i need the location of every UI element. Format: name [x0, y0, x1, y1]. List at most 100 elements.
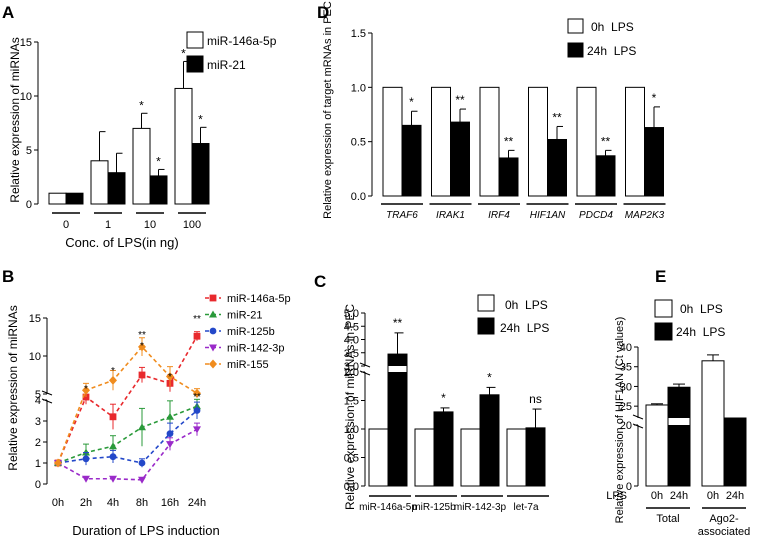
b-series-line	[57, 345, 198, 464]
legend-e-label-0h: 0h LPS	[680, 302, 723, 316]
b-xtick-label: 2h	[80, 497, 92, 509]
b-ytick-label: 1	[35, 458, 41, 470]
e-group-label: Ago2-	[709, 513, 739, 525]
a-sig: *	[156, 154, 161, 168]
b-ytick-label: 3	[35, 416, 41, 428]
c-ytick-label: 5.0	[344, 308, 359, 320]
b-sig: **	[193, 314, 201, 325]
d-category-label: IRAK1	[436, 210, 465, 221]
b-ytick-label: 15	[29, 313, 41, 325]
c-ytick-label: 4.0	[344, 335, 359, 347]
b-marker	[109, 475, 117, 483]
c-bar-break-gap	[388, 366, 407, 372]
d-ytick-label: 0.5	[351, 137, 366, 149]
b-ytick-label: 5	[35, 389, 41, 401]
legend-c-swatch-0h	[477, 294, 495, 312]
b-sig: **	[138, 330, 146, 341]
legend-a-label-21: miR-21	[207, 58, 246, 72]
d-bar	[431, 86, 451, 197]
c-bar	[387, 353, 408, 487]
panel-c-legend: 0h LPS 24h LPS	[477, 294, 549, 335]
b-ytick-label: 4	[35, 395, 41, 407]
panel-b: B Relative expression of miRNAs Duration…	[2, 267, 291, 538]
b-marker	[209, 294, 217, 302]
e-ytick-label: 30	[620, 381, 632, 393]
b-marker	[138, 371, 146, 379]
b-marker	[166, 412, 174, 420]
b-axis-break	[41, 390, 53, 396]
c-ytick-label: 3.0	[344, 361, 359, 373]
e-category-label: 0h	[707, 490, 719, 502]
b-marker	[82, 385, 90, 395]
panel-c-ylabel: Relative expression of miRNAs in PEC	[343, 304, 357, 510]
legend-d-label-24h: 24h LPS	[587, 44, 636, 58]
d-bar	[382, 86, 403, 197]
b-series-line	[57, 428, 198, 481]
a-sig: *	[198, 112, 203, 126]
c-bar	[525, 427, 546, 487]
c-category-label: miR-125b	[412, 502, 456, 513]
b-marker	[54, 458, 62, 468]
legend-d-swatch-0h	[567, 18, 584, 34]
d-category-label: TRAF6	[386, 210, 418, 221]
c-ytick-label: 0.5	[344, 453, 359, 465]
b-marker	[82, 475, 90, 483]
b-sig: *	[140, 341, 144, 352]
d-bar	[450, 121, 470, 197]
c-bar	[414, 428, 435, 487]
b-marker	[109, 413, 117, 421]
c-ytick-label: 1.0	[344, 424, 359, 436]
c-ytick-label: 3.5	[344, 348, 359, 360]
b-legend-label: miR-125b	[227, 326, 275, 338]
e-category-label: 0h	[651, 490, 663, 502]
e-ytick-label: 35	[620, 362, 632, 374]
panel-e-legend: 0h LPS 24h LPS	[654, 299, 725, 341]
a-bar	[149, 175, 168, 205]
c-ytick-label: 0.0	[344, 481, 359, 493]
a-ytick-label: 0	[26, 199, 32, 211]
d-bar	[576, 86, 597, 197]
b-legend-label: miR-146a-5p	[227, 293, 291, 305]
e-group-label: Total	[656, 513, 679, 525]
e-ytick-label: 0	[626, 481, 632, 493]
b-xtick-label: 16h	[161, 497, 179, 509]
c-bar	[506, 428, 527, 487]
c-bar	[460, 428, 481, 487]
b-marker	[109, 442, 117, 450]
legend-c-label-24h: 24h LPS	[500, 321, 549, 335]
b-series-line	[57, 335, 198, 464]
b-sig: *	[111, 366, 115, 377]
c-axis-break	[359, 362, 371, 368]
a-ytick-label: 10	[20, 91, 32, 103]
e-bar	[667, 386, 691, 487]
c-bar	[433, 411, 454, 487]
e-bar	[645, 404, 669, 487]
legend-e-swatch-24h	[654, 322, 673, 341]
b-series-line	[57, 409, 198, 464]
d-bar	[498, 157, 519, 197]
panel-d-ylabel: Relative expression of target mRNAs in P…	[322, 1, 334, 219]
panel-b-ylabel: Relative expression of miRNAs	[6, 305, 20, 470]
d-bar	[625, 86, 645, 197]
c-ytick-label: 2.0	[344, 367, 359, 379]
panel-d-letter: D	[317, 3, 329, 22]
b-marker	[138, 342, 146, 352]
b-marker	[138, 459, 146, 467]
d-sig: **	[455, 93, 465, 107]
panel-c-letter: C	[314, 272, 326, 291]
a-bar	[174, 87, 193, 205]
e-axis-break	[632, 414, 644, 420]
a-ytick-label: 5	[26, 145, 32, 157]
panel-e-letter: E	[655, 267, 666, 286]
b-sig: *	[84, 384, 88, 395]
b-marker	[209, 359, 217, 369]
d-category-label: PDCD4	[579, 210, 613, 221]
a-bar	[132, 127, 151, 205]
b-marker	[138, 423, 146, 431]
b-legend-label: miR-155	[227, 359, 269, 371]
a-ytick-label: 15	[20, 37, 32, 49]
panel-d-legend: 0h LPS 24h LPS	[567, 18, 636, 58]
b-xtick-label: 8h	[136, 497, 148, 509]
panel-a-legend: miR-146a-5p miR-21	[186, 31, 277, 73]
